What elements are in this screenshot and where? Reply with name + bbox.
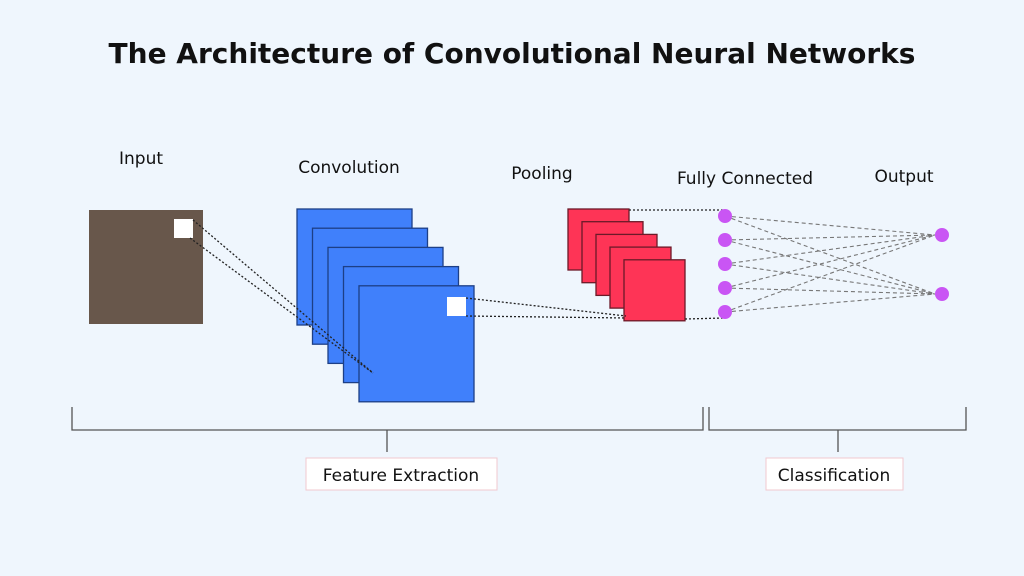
fc-neuron <box>718 233 732 247</box>
fc-connection <box>724 234 936 289</box>
label-pooling: Pooling <box>511 164 572 184</box>
conv-to-pool-line-2 <box>465 315 627 319</box>
classification-box <box>765 457 904 491</box>
conv-receptive-field <box>447 297 466 316</box>
output-neuron <box>935 287 949 301</box>
input-to-conv-line-1 <box>192 219 374 374</box>
fully-connected-neurons <box>718 209 732 319</box>
conv-to-pool-line-1 <box>465 297 627 317</box>
input-to-conv-line-2 <box>189 237 374 374</box>
fc-connection <box>724 234 936 265</box>
fc-connection <box>724 234 936 241</box>
fc-connection <box>724 263 936 295</box>
classification-bracket <box>708 407 967 452</box>
fc-connection <box>724 215 936 295</box>
fc-neuron <box>718 281 732 295</box>
fc-connections <box>724 215 936 313</box>
fc-connection <box>724 239 936 295</box>
fc-connection <box>724 287 936 295</box>
fc-connection <box>724 215 936 236</box>
pooled-map <box>623 259 686 322</box>
output-neurons <box>935 228 949 301</box>
pooling-maps <box>567 208 686 322</box>
output-neuron <box>935 228 949 242</box>
label-input: Input <box>119 149 163 169</box>
fc-neuron <box>718 305 732 319</box>
fc-neuron <box>718 209 732 223</box>
convolution-feature-maps <box>296 208 475 403</box>
input-receptive-field <box>174 219 193 238</box>
fc-neuron <box>718 257 732 271</box>
label-fully-connected: Fully Connected <box>677 169 813 189</box>
feature-extraction-box <box>305 457 498 491</box>
classification-label: Classification <box>778 466 890 486</box>
diagram-title: The Architecture of Convolutional Neural… <box>109 37 916 70</box>
label-convolution: Convolution <box>298 158 400 178</box>
label-output: Output <box>874 167 933 187</box>
fc-connection <box>724 234 936 313</box>
pool-to-fc-line-bottom <box>684 317 725 320</box>
fc-connection <box>724 293 936 313</box>
feature-extraction-bracket <box>71 407 704 452</box>
feature-extraction-label: Feature Extraction <box>323 466 479 486</box>
